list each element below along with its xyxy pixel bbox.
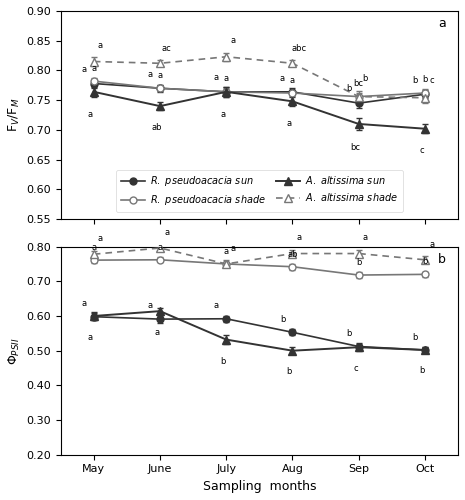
Text: b: b — [412, 333, 418, 342]
Text: ac: ac — [162, 44, 172, 52]
X-axis label: Sampling  months: Sampling months — [203, 480, 316, 493]
Text: b: b — [419, 366, 425, 376]
Text: a: a — [290, 76, 295, 85]
Text: a: a — [230, 244, 235, 252]
Text: a: a — [214, 73, 219, 82]
Text: b: b — [220, 357, 226, 366]
Text: a: a — [147, 70, 153, 80]
Text: abc: abc — [292, 44, 307, 52]
Text: a: a — [280, 74, 285, 83]
Text: a: a — [429, 240, 434, 248]
Text: a: a — [91, 64, 96, 73]
Text: a: a — [88, 333, 93, 342]
Text: b: b — [422, 258, 428, 266]
Text: a: a — [158, 243, 163, 252]
Text: a: a — [220, 110, 226, 118]
Text: a: a — [297, 234, 302, 242]
Text: bc: bc — [351, 143, 360, 152]
Text: c: c — [429, 76, 434, 85]
Text: ab: ab — [287, 250, 298, 258]
Text: a: a — [158, 71, 163, 80]
Text: a: a — [88, 110, 93, 118]
Text: b: b — [422, 76, 428, 84]
Text: a: a — [363, 234, 368, 242]
Text: ab: ab — [152, 124, 162, 132]
Text: b: b — [346, 84, 352, 93]
Text: a: a — [224, 74, 229, 83]
Text: a: a — [286, 118, 292, 128]
Legend: $R.$ $pseudoacacia$ sun, $R.$ $pseudoacacia$ shade, $A.$ $altissima$ sun, $A.$ $: $R.$ $pseudoacacia$ sun, $R.$ $pseudoaca… — [116, 170, 403, 212]
Y-axis label: F$_V$/F$_M$: F$_V$/F$_M$ — [7, 98, 22, 132]
Text: b: b — [346, 329, 352, 338]
Text: a: a — [81, 299, 86, 308]
Text: a: a — [81, 64, 86, 74]
Text: a: a — [230, 36, 235, 45]
Text: a: a — [98, 40, 103, 50]
Text: a: a — [214, 302, 219, 310]
Text: b: b — [412, 76, 418, 85]
Text: c: c — [419, 146, 424, 156]
Y-axis label: $\Phi_{PSII}$: $\Phi_{PSII}$ — [7, 337, 22, 364]
Text: a: a — [98, 234, 103, 243]
Text: a: a — [224, 248, 229, 256]
Text: b: b — [286, 367, 292, 376]
Text: a: a — [438, 17, 446, 30]
Text: a: a — [91, 243, 96, 252]
Text: b: b — [363, 74, 368, 83]
Text: b: b — [356, 258, 361, 266]
Text: bc: bc — [354, 79, 364, 88]
Text: b: b — [280, 315, 285, 324]
Text: a: a — [164, 228, 169, 236]
Text: a: a — [147, 302, 153, 310]
Text: c: c — [353, 364, 358, 372]
Text: b: b — [438, 253, 446, 266]
Text: a: a — [154, 328, 159, 336]
